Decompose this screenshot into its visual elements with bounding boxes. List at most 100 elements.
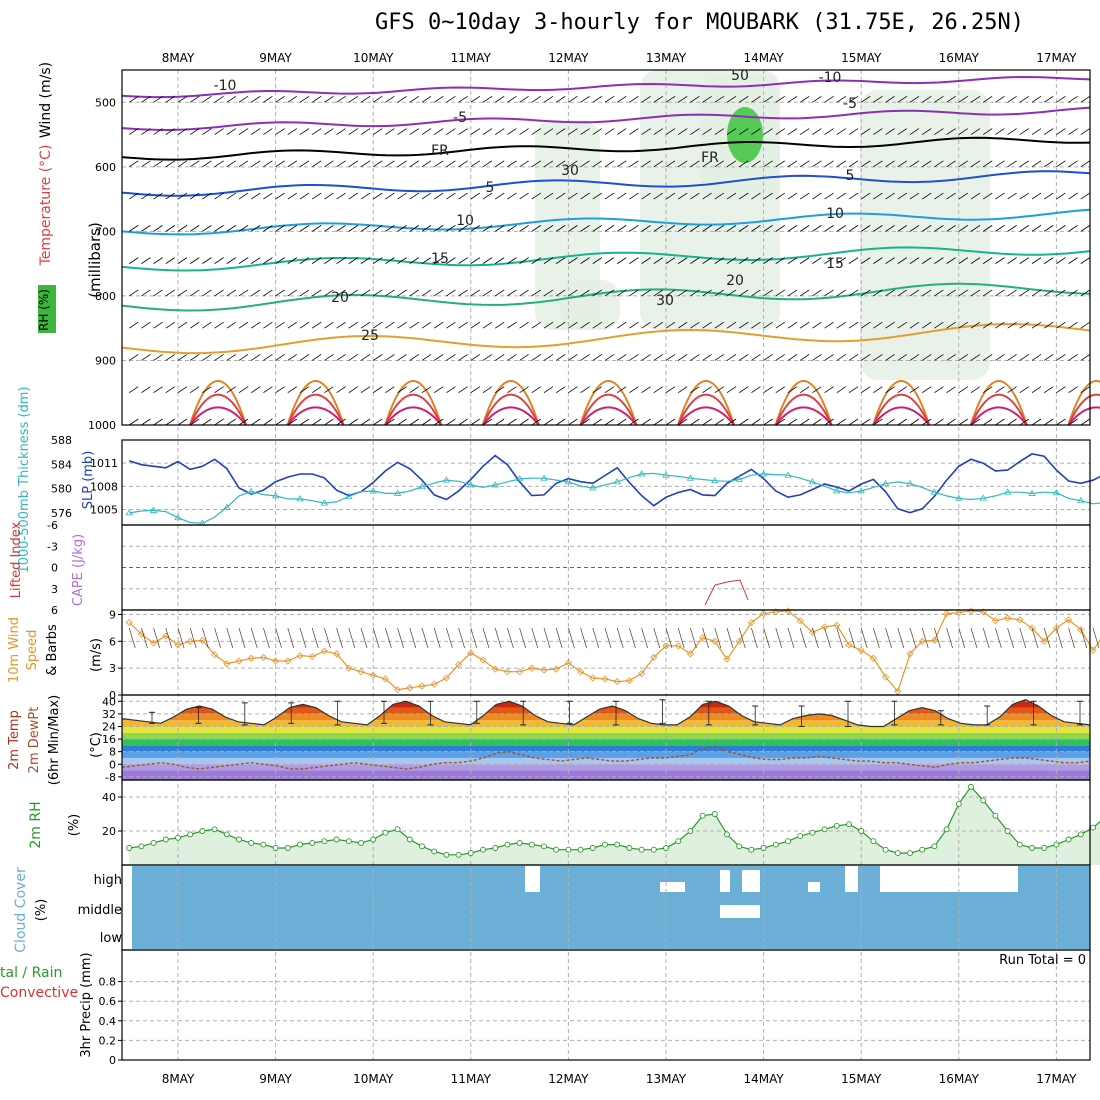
wind-barb — [128, 225, 139, 232]
li-tick-label: -6 — [47, 519, 58, 532]
wind-barb-10m — [1092, 627, 1100, 649]
wind-barb — [580, 354, 590, 361]
wind-barb — [1019, 192, 1030, 200]
cloud-gap — [720, 905, 760, 918]
wind-barb — [616, 386, 627, 394]
rh-point — [870, 838, 877, 845]
wind-barb — [446, 418, 456, 426]
wind-barb — [885, 225, 895, 232]
wind-barb — [580, 386, 590, 394]
wind-barb — [897, 95, 908, 103]
wind-barb-10m — [751, 627, 758, 649]
wind-barb — [311, 257, 322, 264]
wind-speed-point — [467, 649, 475, 657]
precip-tick-label: 0 — [109, 1054, 116, 1067]
wind-barb — [555, 257, 566, 264]
wind-tick-label: 6 — [109, 635, 116, 648]
thickness-point — [564, 478, 573, 485]
wind-barb-10m — [1068, 627, 1075, 649]
li-tick-label: 6 — [51, 604, 58, 617]
wind-barb — [958, 354, 969, 361]
wind-barb — [812, 289, 822, 297]
wind-barb — [812, 386, 822, 394]
wind-barb — [653, 321, 664, 329]
wind-speed-point — [125, 618, 133, 627]
wind-barb — [848, 192, 859, 200]
wind-barb — [690, 160, 700, 168]
contour-label: 25 — [361, 328, 379, 344]
rh-point — [711, 811, 718, 817]
temp-unit: (°C) — [89, 732, 104, 758]
isotherm-loop — [189, 406, 247, 426]
wind-barb — [128, 321, 139, 329]
wind-barb — [238, 225, 249, 232]
wind-barb — [1031, 225, 1042, 232]
wind-barb — [263, 128, 273, 135]
wind-speed-point — [211, 651, 219, 659]
wind-barb — [531, 160, 542, 168]
wind-barb — [616, 128, 627, 135]
isotherm-line — [121, 75, 1091, 99]
wind-barb — [921, 225, 932, 232]
wind-speed-point — [137, 630, 145, 638]
wind-barb-10m — [653, 627, 661, 649]
wind-barb — [421, 160, 432, 168]
wind-barb — [1043, 95, 1054, 103]
wind-barb — [946, 354, 956, 361]
wind-barb — [250, 289, 261, 297]
wind-barb — [1031, 257, 1042, 264]
wind-barb — [836, 128, 847, 135]
isotherm-loop — [677, 380, 735, 426]
wind-barb — [446, 321, 456, 329]
wind-barb — [287, 386, 298, 394]
wind-barb — [665, 160, 676, 168]
wind-barb — [726, 418, 737, 426]
wind-barb — [397, 289, 407, 297]
wind-barb — [311, 95, 322, 103]
wind-speed-point — [991, 617, 999, 625]
wind-barb — [921, 418, 932, 426]
wind-barb — [946, 418, 956, 426]
wind-barb — [1031, 418, 1042, 426]
wind-barb — [165, 289, 176, 297]
wind-barb — [885, 160, 895, 168]
wind-barb — [1031, 95, 1042, 103]
wind-barb — [299, 354, 310, 361]
wind-barb — [1031, 160, 1042, 168]
wind-barb — [677, 354, 688, 361]
wind-barb — [153, 354, 163, 361]
wind-barb — [860, 257, 871, 264]
wind-barb — [1019, 95, 1030, 103]
wind-barb — [372, 321, 383, 329]
rh-point — [1077, 831, 1084, 838]
wind-barb — [238, 128, 249, 135]
wind-barb — [336, 95, 346, 103]
wind-barb — [787, 192, 798, 200]
wind-barb-10m — [507, 627, 514, 649]
wind-barb — [824, 95, 834, 103]
cloud-gap — [742, 870, 760, 892]
wind-barb — [653, 225, 664, 232]
wind-barb — [385, 386, 395, 394]
wind-barb — [812, 257, 822, 264]
wind-barb — [531, 321, 542, 329]
temp-legend-label: Temperature (°C) — [38, 145, 54, 267]
rh-point — [577, 846, 584, 853]
wind-barb — [214, 354, 224, 361]
thickness-point — [735, 475, 743, 482]
thickness-point — [613, 478, 621, 485]
wind-barb — [165, 257, 176, 264]
wind-barb — [214, 321, 224, 329]
wind-barb — [372, 128, 383, 135]
contour-label: -5 — [843, 96, 857, 112]
dewpoint-line — [121, 746, 1091, 770]
wind-barb — [311, 289, 322, 297]
isotherm-line — [121, 208, 1091, 236]
wind-barb — [141, 95, 151, 103]
wind-barb — [616, 289, 627, 297]
wind-barb — [275, 160, 285, 168]
date-label-top: 16MAY — [939, 51, 980, 65]
wind-barb — [641, 418, 651, 426]
wind-barb — [726, 160, 737, 168]
wind-barb — [348, 418, 359, 426]
